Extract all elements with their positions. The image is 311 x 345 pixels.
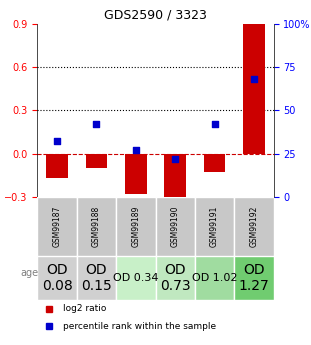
Text: OD
1.27: OD 1.27 <box>239 263 269 293</box>
Bar <box>243 24 265 154</box>
Bar <box>204 154 225 172</box>
Point <box>252 77 257 82</box>
FancyBboxPatch shape <box>156 256 195 300</box>
FancyBboxPatch shape <box>37 197 77 256</box>
Text: GSM99191: GSM99191 <box>210 206 219 247</box>
Text: GSM99188: GSM99188 <box>92 206 101 247</box>
FancyBboxPatch shape <box>195 256 234 300</box>
Text: GSM99189: GSM99189 <box>131 206 140 247</box>
Text: OD
0.73: OD 0.73 <box>160 263 191 293</box>
Point <box>54 139 59 144</box>
Bar <box>125 154 147 194</box>
Point <box>94 121 99 127</box>
Text: OD
0.15: OD 0.15 <box>81 263 112 293</box>
Text: OD 1.02: OD 1.02 <box>192 273 237 283</box>
Text: GSM99192: GSM99192 <box>249 206 258 247</box>
Title: GDS2590 / 3323: GDS2590 / 3323 <box>104 9 207 22</box>
Text: log2 ratio: log2 ratio <box>63 304 107 313</box>
Point <box>212 121 217 127</box>
Point <box>173 156 178 161</box>
FancyBboxPatch shape <box>116 256 156 300</box>
FancyBboxPatch shape <box>195 197 234 256</box>
FancyBboxPatch shape <box>77 197 116 256</box>
Point <box>133 147 138 153</box>
FancyBboxPatch shape <box>234 197 274 256</box>
Text: GSM99187: GSM99187 <box>53 206 62 247</box>
FancyBboxPatch shape <box>234 256 274 300</box>
Text: age: age <box>20 268 38 278</box>
FancyBboxPatch shape <box>37 256 77 300</box>
FancyBboxPatch shape <box>116 197 156 256</box>
Text: OD 0.34: OD 0.34 <box>113 273 159 283</box>
Text: GSM99190: GSM99190 <box>171 206 180 247</box>
Text: percentile rank within the sample: percentile rank within the sample <box>63 322 216 331</box>
Bar <box>86 154 107 168</box>
Text: OD
0.08: OD 0.08 <box>42 263 72 293</box>
FancyBboxPatch shape <box>77 256 116 300</box>
Bar <box>164 154 186 203</box>
Bar <box>46 154 68 178</box>
FancyBboxPatch shape <box>156 197 195 256</box>
